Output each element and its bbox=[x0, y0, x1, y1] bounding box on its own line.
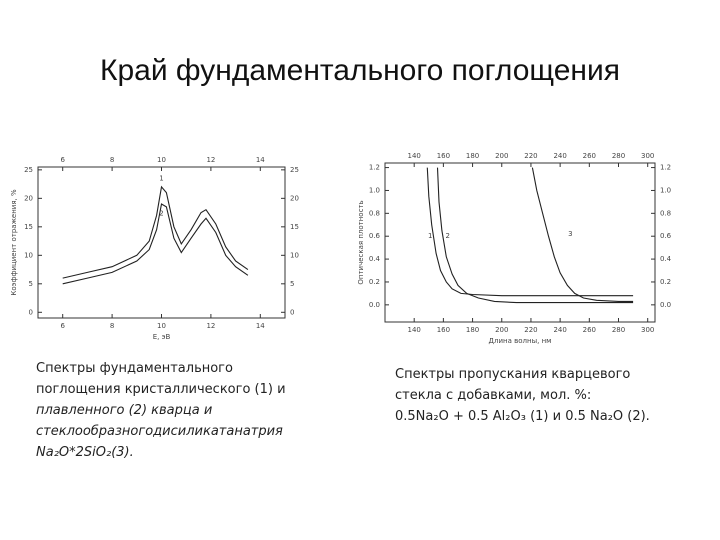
x-tick-label: 8 bbox=[110, 322, 114, 330]
y-tick-label: 0.8 bbox=[369, 209, 380, 217]
x2-tick-label: 180 bbox=[466, 152, 479, 160]
y2-tick-label: 25 bbox=[290, 166, 299, 174]
data-line bbox=[531, 167, 634, 302]
x-tick-label: 300 bbox=[641, 326, 654, 334]
y2-tick-label: 1.2 bbox=[660, 164, 671, 172]
y2-tick-label: 0.2 bbox=[660, 278, 671, 286]
y-tick-label: 0.4 bbox=[369, 255, 381, 263]
caption-line: плавленного (2) кварца и bbox=[36, 403, 212, 418]
x-tick-label: 240 bbox=[553, 326, 566, 334]
y-tick-label: 5 bbox=[29, 280, 33, 288]
x2-tick-label: 220 bbox=[524, 152, 537, 160]
x2-tick-label: 200 bbox=[495, 152, 508, 160]
x-tick-label: 14 bbox=[256, 322, 265, 330]
curve-label: 2 bbox=[446, 232, 450, 240]
x-tick-label: 280 bbox=[612, 326, 625, 334]
y2-tick-label: 0.6 bbox=[660, 232, 672, 240]
y2-tick-label: 15 bbox=[290, 223, 299, 231]
caption-line: стекла с добавками, мол. %: bbox=[395, 388, 591, 403]
y2-tick-label: 0.0 bbox=[660, 301, 671, 309]
x-tick-label: 200 bbox=[495, 326, 508, 334]
y2-tick-label: 1.0 bbox=[660, 186, 671, 194]
data-line bbox=[62, 185, 249, 279]
data-line bbox=[62, 203, 249, 285]
y-tick-label: 1.0 bbox=[369, 186, 380, 194]
y2-tick-label: 10 bbox=[290, 251, 299, 259]
x2-tick-label: 14 bbox=[256, 156, 265, 164]
x2-tick-label: 280 bbox=[612, 152, 625, 160]
x-tick-label: 10 bbox=[157, 322, 166, 330]
x2-tick-label: 160 bbox=[437, 152, 450, 160]
caption-line: 0.5Na₂O + 0.5 Al₂O₃ (1) и 0.5 Na₂O (2). bbox=[395, 409, 650, 424]
x-tick-label: 12 bbox=[206, 322, 215, 330]
y2-tick-label: 0.8 bbox=[660, 209, 671, 217]
curve-label: 1 bbox=[428, 232, 432, 240]
y-tick-label: 10 bbox=[24, 251, 33, 259]
x-tick-label: 180 bbox=[466, 326, 479, 334]
x2-tick-label: 6 bbox=[60, 156, 65, 164]
caption-line: Спектры пропускания кварцевого bbox=[395, 367, 630, 382]
plot-frame bbox=[384, 162, 656, 323]
y-tick-label: 25 bbox=[24, 166, 33, 174]
curve-label: 1 bbox=[159, 174, 163, 182]
x2-tick-label: 8 bbox=[110, 156, 114, 164]
caption-line: Спектры фундаментального bbox=[36, 361, 233, 376]
x2-tick-label: 240 bbox=[553, 152, 566, 160]
x-tick-label: 140 bbox=[408, 326, 421, 334]
x-tick-label: 260 bbox=[583, 326, 596, 334]
y-tick-label: 0 bbox=[29, 308, 33, 316]
x2-tick-label: 260 bbox=[583, 152, 596, 160]
curve-label: 3 bbox=[568, 230, 572, 238]
y-tick-label: 20 bbox=[24, 194, 33, 202]
y2-tick-label: 0.4 bbox=[660, 255, 672, 263]
x2-tick-label: 300 bbox=[641, 152, 654, 160]
y2-tick-label: 0 bbox=[290, 308, 294, 316]
x-tick-label: 220 bbox=[524, 326, 537, 334]
y-axis-label: Оптическая плотность bbox=[357, 200, 365, 284]
y-tick-label: 0.0 bbox=[369, 301, 380, 309]
x2-tick-label: 12 bbox=[206, 156, 215, 164]
curve-label: 2 bbox=[159, 210, 163, 218]
caption-line: Na₂O*2SiO₂(3). bbox=[36, 445, 134, 460]
y2-tick-label: 20 bbox=[290, 194, 299, 202]
y-tick-label: 15 bbox=[24, 223, 33, 231]
x-tick-label: 6 bbox=[60, 322, 65, 330]
y-tick-label: 0.2 bbox=[369, 278, 380, 286]
x-axis-label: Длина волны, нм bbox=[489, 337, 552, 345]
caption-line: поглощения кристаллического (1) и bbox=[36, 382, 286, 397]
x-tick-label: 160 bbox=[437, 326, 450, 334]
caption-line: стеклообразногодисиликатанатрия bbox=[36, 424, 283, 439]
x2-tick-label: 140 bbox=[408, 152, 421, 160]
y-axis-label: Коэффициент отражения, % bbox=[10, 189, 18, 296]
slide-title: Край фундаментального поглощения bbox=[100, 54, 620, 87]
x2-tick-label: 10 bbox=[157, 156, 166, 164]
y-tick-label: 1.2 bbox=[369, 164, 380, 172]
x-axis-label: E, эВ bbox=[153, 333, 171, 341]
y-tick-label: 0.6 bbox=[369, 232, 381, 240]
data-line bbox=[426, 167, 634, 297]
data-line bbox=[436, 167, 634, 304]
y2-tick-label: 5 bbox=[290, 280, 294, 288]
